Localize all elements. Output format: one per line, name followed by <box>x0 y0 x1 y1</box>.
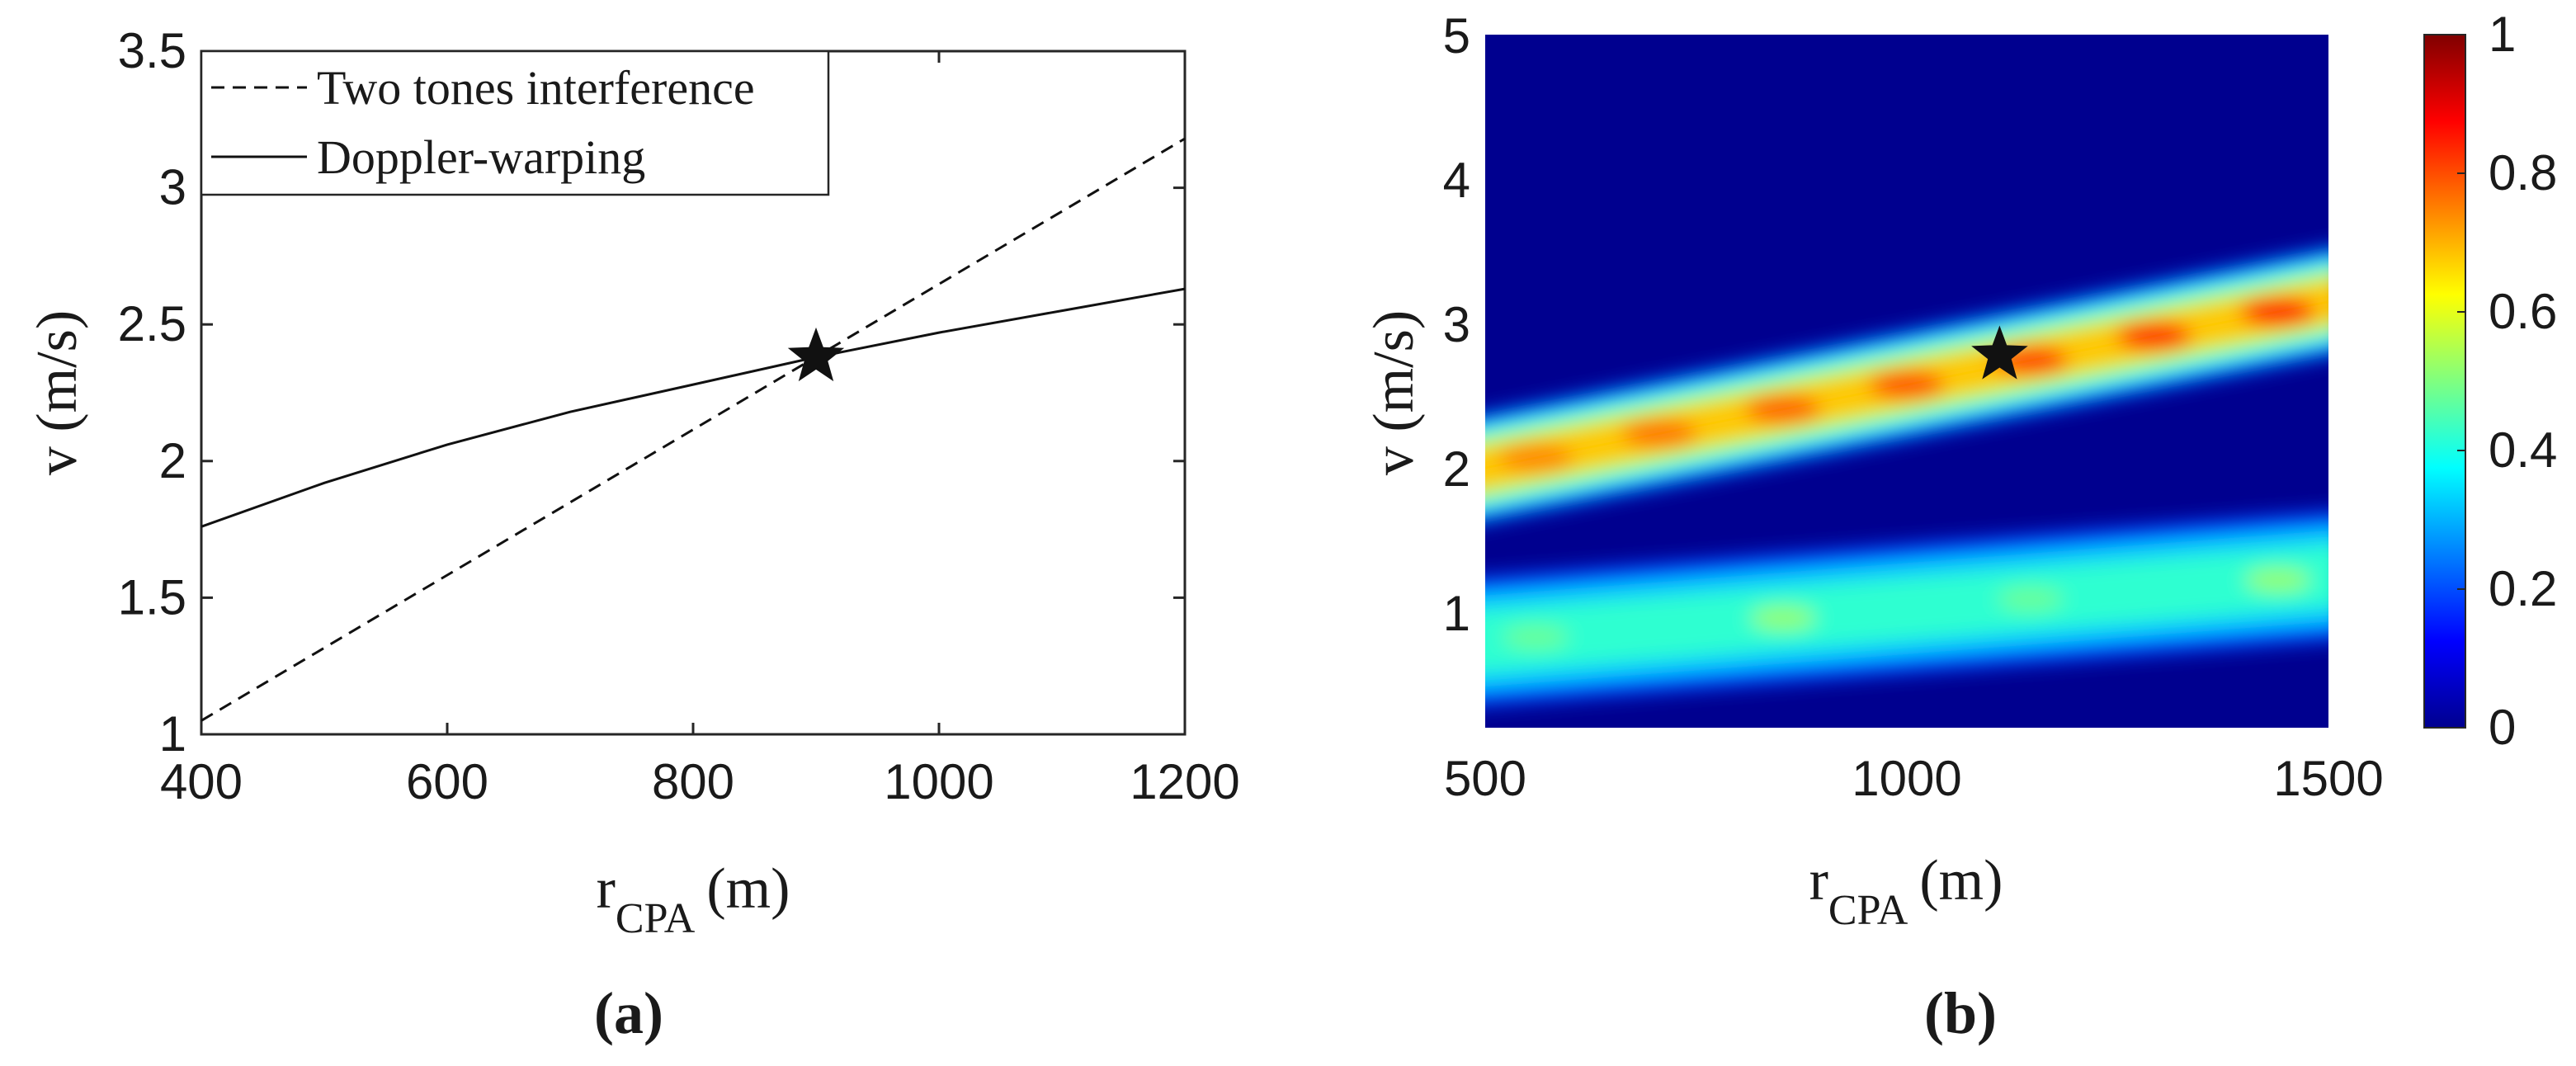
y-tick-label: 2 <box>159 433 186 488</box>
colorbar-tick-label: 0.2 <box>2489 561 2557 616</box>
panel-a-label: (a) <box>594 980 663 1046</box>
panel-b-label: (b) <box>1924 980 1997 1046</box>
colorbar-tick-label: 0.6 <box>2489 284 2557 339</box>
x-tick-label: 600 <box>406 754 488 809</box>
panel-a-series <box>201 137 1186 722</box>
legend-label-two-tones: Two tones interference <box>317 61 755 115</box>
panel-b-y-axis-label: v (m/s) <box>1362 310 1426 475</box>
ridge-hotspot <box>1745 394 1822 424</box>
panel-a-y-axis-label: v (m/s) <box>26 310 89 475</box>
ridge-hotspot <box>1997 587 2064 611</box>
y-tick-label: 5 <box>1443 8 1470 64</box>
ridge-hotspot <box>2244 568 2311 592</box>
y-tick-label: 2 <box>1443 441 1470 497</box>
panel-a-x-axis-label-r: r <box>597 857 616 921</box>
colorbar-tick-label: 1 <box>2489 7 2516 62</box>
y-tick-label: 2.5 <box>118 296 186 351</box>
legend-box <box>200 50 830 196</box>
ridge-hotspot <box>1869 370 1945 399</box>
y-tick-label: 1 <box>1443 586 1470 641</box>
panel-b-x-axis-label-r: r <box>1809 849 1828 913</box>
panel-a-x-axis-label-sub: CPA <box>616 895 696 942</box>
ridge-hotspot <box>1498 443 1574 473</box>
ridge-hotspot <box>2239 297 2316 327</box>
panel-b-ridges <box>1485 247 2328 706</box>
ridge-hotspot <box>2116 321 2192 351</box>
intersection-star-marker <box>787 327 845 382</box>
y-tick-label: 4 <box>1443 153 1470 208</box>
panel-b-x-ticks: 500 1000 1500 <box>1444 751 2384 806</box>
y-tick-label: 3 <box>1443 297 1470 352</box>
panel-b-marker-group <box>1971 325 2028 380</box>
panel-b-x-axis-label-sub: CPA <box>1828 887 1908 934</box>
panel-b-x-axis-label: rCPA (m) <box>1809 849 2003 934</box>
x-tick-label: 1200 <box>1130 754 1239 809</box>
panel-a-x-axis-label: rCPA (m) <box>597 857 790 942</box>
x-tick-label: 1000 <box>884 754 993 809</box>
ridge-hotspot <box>1503 625 1569 649</box>
peak-star-marker <box>1971 325 2028 380</box>
x-tick-label: 500 <box>1444 751 1526 806</box>
y-tick-label: 3 <box>159 160 186 215</box>
y-tick-label: 3.5 <box>118 23 186 78</box>
panel-a-x-ticks: 400 600 800 1000 1200 <box>160 51 1240 809</box>
ridge-band <box>1485 544 2328 673</box>
ridge-hotspot <box>1621 418 1698 448</box>
legend: Two tones interference Doppler-warping <box>200 50 830 196</box>
x-tick-label: 400 <box>160 754 243 809</box>
panel-a-y-ticks: 1 1.5 2 2.5 3 3.5 <box>118 23 1185 762</box>
panel-a-line-chart: 400 600 800 1000 1200 1 1.5 2 2.5 3 3.5 Two tones… <box>26 23 1240 1046</box>
x-tick-label: 1000 <box>1852 751 1961 806</box>
colorbar-ticks: 0 0.2 0.4 0.6 0.8 1 <box>2457 7 2557 755</box>
ridge-hotspot <box>1750 606 1817 630</box>
colorbar <box>2423 34 2466 729</box>
y-tick-label: 1.5 <box>118 569 186 625</box>
panel-b-x-axis-label-unit: (m) <box>1919 849 2003 913</box>
x-tick-label: 800 <box>652 754 734 809</box>
panel-a-x-axis-label-unit: (m) <box>706 857 790 921</box>
legend-label-doppler: Doppler-warping <box>317 130 645 184</box>
colorbar-tick-label: 0.4 <box>2489 422 2557 478</box>
y-tick-label: 1 <box>159 706 186 762</box>
panel-b-y-ticks: 1 2 3 4 5 <box>1443 8 1470 641</box>
colorbar-tick-label: 0.8 <box>2489 145 2557 200</box>
series-line-doppler <box>201 287 1186 528</box>
series-line-two-tones <box>201 137 1186 722</box>
colorbar-tick-label: 0 <box>2489 700 2516 755</box>
panel-b-heatmap: 500 1000 1500 1 2 3 4 5 0 0.2 0.4 0.6 0.8 1 v (m/s)… <box>1362 7 2557 1046</box>
x-tick-label: 1500 <box>2273 751 2383 806</box>
